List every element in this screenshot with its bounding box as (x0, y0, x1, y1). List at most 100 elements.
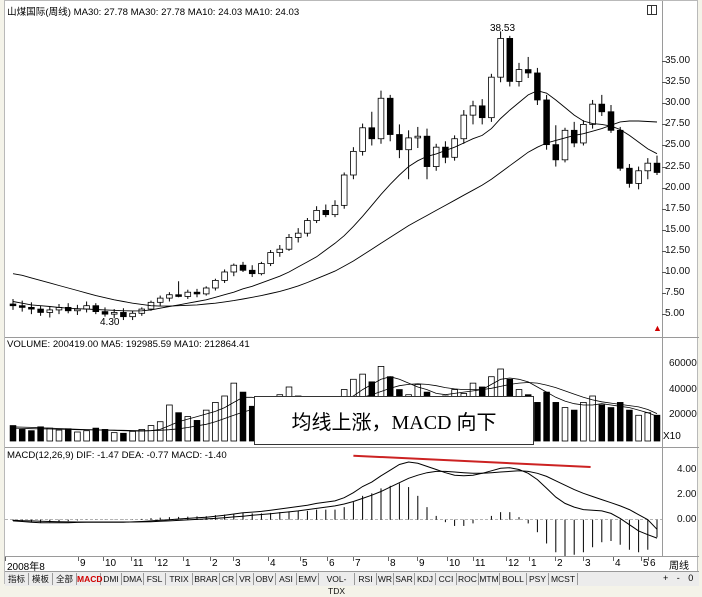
tab-dma[interactable]: DMA (122, 573, 144, 585)
volume-bar (616, 402, 624, 442)
price-tick-label: 17.50 (665, 202, 691, 214)
volume-bar (175, 412, 182, 442)
tab-macd[interactable]: MACD (77, 573, 103, 585)
tab-trix[interactable]: TRIX (166, 573, 193, 585)
dif-line (12, 461, 658, 539)
tab-fsl[interactable]: FSL (144, 573, 166, 585)
price-tick-label: 15.00 (665, 223, 691, 235)
candle-body (37, 308, 44, 313)
candle-body (589, 103, 596, 125)
tab-rsi[interactable]: RSI (355, 573, 377, 585)
macd-tick-label: 0.00 (677, 513, 697, 525)
candle-body (386, 97, 394, 135)
time-axis-label: 4 (615, 558, 621, 569)
candle-body (414, 135, 422, 139)
price-tick-label: 10.00 (665, 265, 691, 277)
candle-body (552, 144, 560, 161)
annotation-callout: 均线上涨，MACD 向下 (254, 396, 534, 445)
period-label[interactable]: 周线 (669, 561, 689, 572)
candle-body (478, 105, 486, 119)
time-axis-label: 10 (105, 558, 117, 569)
tab-mcst[interactable]: MCST (549, 573, 578, 585)
maximize-icon[interactable] (647, 5, 657, 15)
candle-body (359, 127, 366, 152)
tab-vr[interactable]: VR (237, 573, 254, 585)
time-axis-label: 1 (185, 558, 191, 569)
zoom-in-button[interactable]: + (663, 573, 669, 583)
candle-body (46, 309, 54, 313)
tab-roc[interactable]: ROC (457, 573, 479, 585)
volume-bar (580, 402, 587, 442)
candle-body (258, 263, 265, 275)
candle-body (267, 252, 274, 264)
volume-tick-label: 40000 (669, 383, 697, 395)
time-axis-label: 8 (390, 558, 396, 569)
volume-bar (589, 395, 596, 442)
tab-emv[interactable]: EMV (297, 573, 319, 585)
price-tick-label: 20.00 (665, 181, 691, 193)
zoom-controls: + - 0 (663, 573, 693, 583)
volume-bar (9, 425, 17, 442)
candle-body (92, 305, 100, 313)
time-axis-label: 5 (643, 558, 649, 569)
time-axis-label: 6 (329, 558, 335, 569)
tab-全部[interactable]: 全部 (53, 573, 77, 585)
tab-mtm[interactable]: MTM (479, 573, 500, 585)
time-axis-label: 9 (419, 558, 425, 569)
candle-body (368, 127, 376, 140)
price-tick-label: 22.50 (665, 160, 691, 172)
candle-body (18, 305, 26, 308)
tab-boll[interactable]: BOLL (500, 573, 527, 585)
macd-chart[interactable] (5, 447, 662, 556)
tab-psy[interactable]: PSY (527, 573, 549, 585)
tab-模板[interactable]: 模板 (29, 573, 53, 585)
reset-button[interactable]: 0 (688, 573, 694, 583)
candle-body (120, 312, 127, 318)
tab-obv[interactable]: OBV (254, 573, 276, 585)
candle-body (488, 76, 495, 119)
zoom-out-button[interactable]: - (676, 573, 680, 583)
candle-body (396, 134, 403, 151)
candle-body (304, 220, 311, 234)
price-header: 山煤国际(周线) MA30: 27.78 MA30: 27.78 MA10: 2… (7, 7, 300, 18)
dea-line (12, 470, 658, 530)
tab-brar[interactable]: BRAR (193, 573, 220, 585)
tab-vol-tdx[interactable]: VOL-TDX (319, 573, 355, 596)
candle-body (543, 99, 550, 146)
tab-asi[interactable]: ASI (276, 573, 297, 585)
volume-bar (46, 427, 54, 442)
volume-bar (83, 430, 90, 442)
price-candlestick-chart[interactable]: ▲ (5, 1, 662, 337)
volume-bar (543, 391, 550, 442)
tab-cci[interactable]: CCI (436, 573, 457, 585)
tab-wr[interactable]: WR (377, 573, 394, 585)
candle-body (442, 146, 449, 158)
candle-body (193, 291, 201, 295)
volume-bar (129, 430, 136, 442)
volume-bar (561, 407, 569, 442)
candle-body (506, 37, 514, 82)
volume-bar (120, 432, 127, 442)
price-tick-label: 5.00 (665, 308, 685, 320)
tab-sar[interactable]: SAR (394, 573, 415, 585)
candle-body (570, 129, 578, 144)
volume-bar (653, 414, 661, 442)
price-tick-label: 32.50 (665, 76, 691, 88)
volume-bar (110, 432, 118, 442)
time-axis-label: 6 (650, 558, 656, 569)
candle-body (156, 297, 164, 303)
volume-bar (570, 409, 578, 442)
candle-body (607, 111, 615, 131)
tab-kdj[interactable]: KDJ (415, 573, 436, 585)
candle-body (515, 69, 523, 82)
volume-bar (598, 404, 606, 442)
tab-dmi[interactable]: DMI (101, 573, 122, 585)
volume-bar (635, 414, 642, 442)
volume-bar (101, 429, 109, 442)
candle-body (294, 232, 302, 238)
volume-bar (534, 402, 541, 442)
tab-cr[interactable]: CR (220, 573, 237, 585)
panel-divider (5, 337, 699, 338)
volume-bar (55, 429, 63, 442)
tab-指标[interactable]: 指标 (5, 573, 29, 585)
